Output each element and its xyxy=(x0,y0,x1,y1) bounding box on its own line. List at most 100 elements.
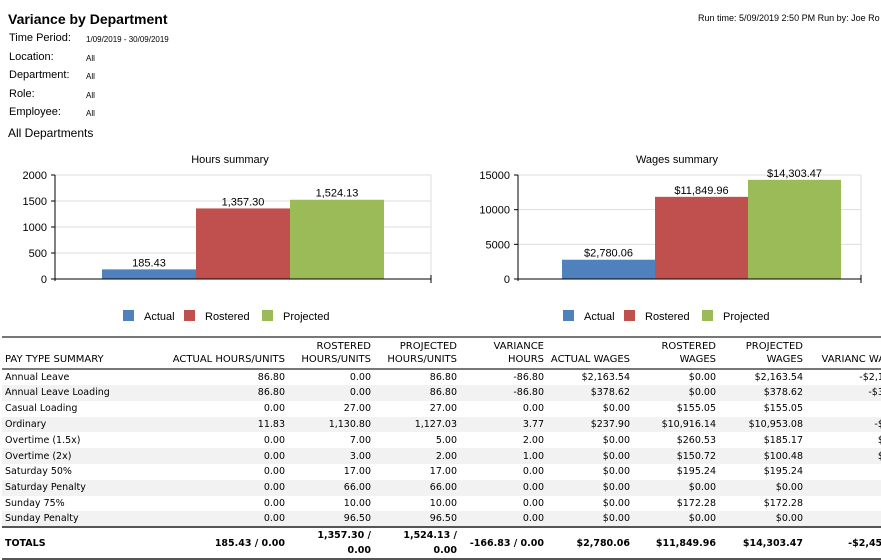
legend-label: Rostered xyxy=(645,311,690,323)
table-row: Overtime (2x) 0.00 3.00 2.00 1.00 $0.00 $150.7… xyxy=(2,448,881,464)
table-cell: $75. xyxy=(877,434,881,446)
table-cell: $0.00 xyxy=(602,513,630,525)
table-cell: $0.00 xyxy=(602,450,630,462)
table-row: Saturday Penalty 0.00 66.00 66.00 0.00 $0.00 $… xyxy=(2,479,881,496)
table-cell: $0.00 xyxy=(688,387,716,399)
table-cell: 96.50 xyxy=(429,513,457,525)
table-cell: Annual Leave Loading xyxy=(5,387,110,399)
table-cell: -$36. xyxy=(874,418,881,430)
table-cell: $50. xyxy=(877,450,881,462)
table-cell: $0.00 xyxy=(688,513,716,525)
bar-actual xyxy=(562,259,655,279)
table-cell: $0.00 xyxy=(602,466,630,478)
table-cell: $237.90 xyxy=(590,418,630,430)
table-row: Ordinary 11.83 1,130.80 1,127.03 3.77 $237.90… xyxy=(2,416,881,433)
hours-chart-title: Hours summary xyxy=(191,154,269,166)
table-cell: $155.05 xyxy=(676,403,716,415)
table-cell: 86.80 xyxy=(257,372,285,383)
table-cell: $0.00 xyxy=(602,482,630,494)
table-cell: 0.00 xyxy=(522,403,544,415)
wages-chart: 0 5000 10000 15000 $2,780.06 $11,849.96 $14,30… xyxy=(479,168,862,323)
y-tick-label: 5000 xyxy=(486,239,510,251)
y-tick-label: 10000 xyxy=(479,205,510,217)
filter-label: Department: xyxy=(9,69,70,82)
wages-chart-title: Wages summary xyxy=(635,154,719,166)
column-header[interactable]: PROJECTED HOURS/UNITS xyxy=(374,336,460,370)
table-cell: Saturday Penalty xyxy=(5,482,86,494)
y-tick-label: 0 xyxy=(504,274,510,286)
legend-label: Projected xyxy=(283,311,329,323)
table-row: Annual Leave 86.80 0.00 86.80 -86.80 $2,163.5… xyxy=(2,369,881,385)
table-cell: 0.00 xyxy=(263,497,285,509)
table-cell: 5.00 xyxy=(435,434,457,446)
table-cell: 1.00 xyxy=(522,450,544,462)
bar-rostered xyxy=(655,196,748,279)
y-tick-label: 1000 xyxy=(23,222,47,234)
table-cell: $172.28 xyxy=(676,497,716,509)
pay-type-summary-table: PAY TYPE SUMMARY ACTUAL HOURS/UNITS ROSTER… xyxy=(2,336,881,560)
legend-label: Rostered xyxy=(205,311,250,323)
legend-swatch xyxy=(624,310,635,321)
table-cell: 7.00 xyxy=(349,434,371,446)
table-cell: Ordinary xyxy=(5,418,47,430)
totals-cell: 185.43 / 0.00 xyxy=(152,526,288,560)
table-cell: $172.28 xyxy=(763,497,803,509)
legend-swatch xyxy=(123,310,134,321)
column-header[interactable]: ACTUAL WAGES xyxy=(547,336,633,370)
data-label: $2,780.06 xyxy=(584,248,633,260)
totals-cell: $11,849.96 xyxy=(633,526,719,560)
column-header[interactable]: PAY TYPE SUMMARY xyxy=(2,336,152,370)
filter-value: 1/09/2019 - 30/09/2019 xyxy=(86,35,169,44)
table-cell: 27.00 xyxy=(343,403,371,415)
table-cell: Overtime (2x) xyxy=(5,450,72,462)
table-cell: 0.00 xyxy=(263,434,285,446)
table-cell: 96.50 xyxy=(343,513,371,525)
table-cell: $155.05 xyxy=(763,403,803,415)
legend-swatch xyxy=(184,310,195,321)
table-cell: 17.00 xyxy=(429,466,457,478)
column-header[interactable]: PROJECTED WAGES xyxy=(719,336,806,370)
totals-cell: $2,780.06 xyxy=(547,526,633,560)
data-label: $14,303.47 xyxy=(767,168,822,180)
legend-swatch xyxy=(262,310,273,321)
table-cell: $0. xyxy=(806,511,881,527)
table-cell: $0.00 xyxy=(688,372,716,383)
table-cell: $0.00 xyxy=(602,497,630,509)
totals-row: TOTALS 185.43 / 0.00 1,357.30 / 0.00 1,524.… xyxy=(2,526,881,560)
table-cell: $0.00 xyxy=(775,513,803,525)
data-label: 1,357.30 xyxy=(222,196,265,208)
column-header[interactable]: VARIANC WAGE xyxy=(806,336,881,370)
table-row: Saturday 50% 0.00 17.00 17.00 0.00 $0.00 $195.… xyxy=(2,464,881,480)
table-cell: 0.00 xyxy=(349,387,371,399)
table-cell: 2.00 xyxy=(522,434,544,446)
bar-projected xyxy=(290,199,384,279)
table-cell: 0.00 xyxy=(263,466,285,478)
table-header-row: PAY TYPE SUMMARY ACTUAL HOURS/UNITS ROSTER… xyxy=(2,336,881,370)
legend-label: Actual xyxy=(584,311,615,323)
table-cell: 86.80 xyxy=(429,387,457,399)
y-tick-label: 500 xyxy=(29,248,47,260)
column-header[interactable]: ROSTERED HOURS/UNITS xyxy=(288,336,374,370)
table-cell: 0.00 xyxy=(263,482,285,494)
filter-label: Location: xyxy=(9,50,54,63)
table-row: Sunday Penalty 0.00 96.50 96.50 0.00 $0.00 $0.… xyxy=(2,511,881,528)
bar-rostered xyxy=(196,208,290,279)
table-cell: $2,163.54 xyxy=(754,372,803,383)
filter-value: All xyxy=(86,90,95,100)
table-cell: -86.80 xyxy=(513,372,544,383)
bar-actual xyxy=(102,269,196,279)
table-cell: 11.83 xyxy=(257,418,285,430)
table-cell: 0.00 xyxy=(263,513,285,525)
column-header[interactable]: ACTUAL HOURS/UNITS xyxy=(152,336,288,370)
data-label: $11,849.96 xyxy=(674,185,728,197)
table-cell: 86.80 xyxy=(429,372,457,383)
table-cell: 2.00 xyxy=(435,450,457,462)
totals-cell: -$2,453.5 xyxy=(806,526,881,560)
column-header[interactable]: VARIANCE HOURS xyxy=(460,336,547,370)
column-header[interactable]: ROSTERED WAGES xyxy=(633,336,719,370)
totals-cell: $14,303.47 xyxy=(719,526,806,560)
table-cell: $150.72 xyxy=(676,450,716,462)
y-tick-label: 2000 xyxy=(23,170,47,182)
table-cell: 10.00 xyxy=(429,497,457,509)
table-cell: $0.00 xyxy=(602,403,630,415)
